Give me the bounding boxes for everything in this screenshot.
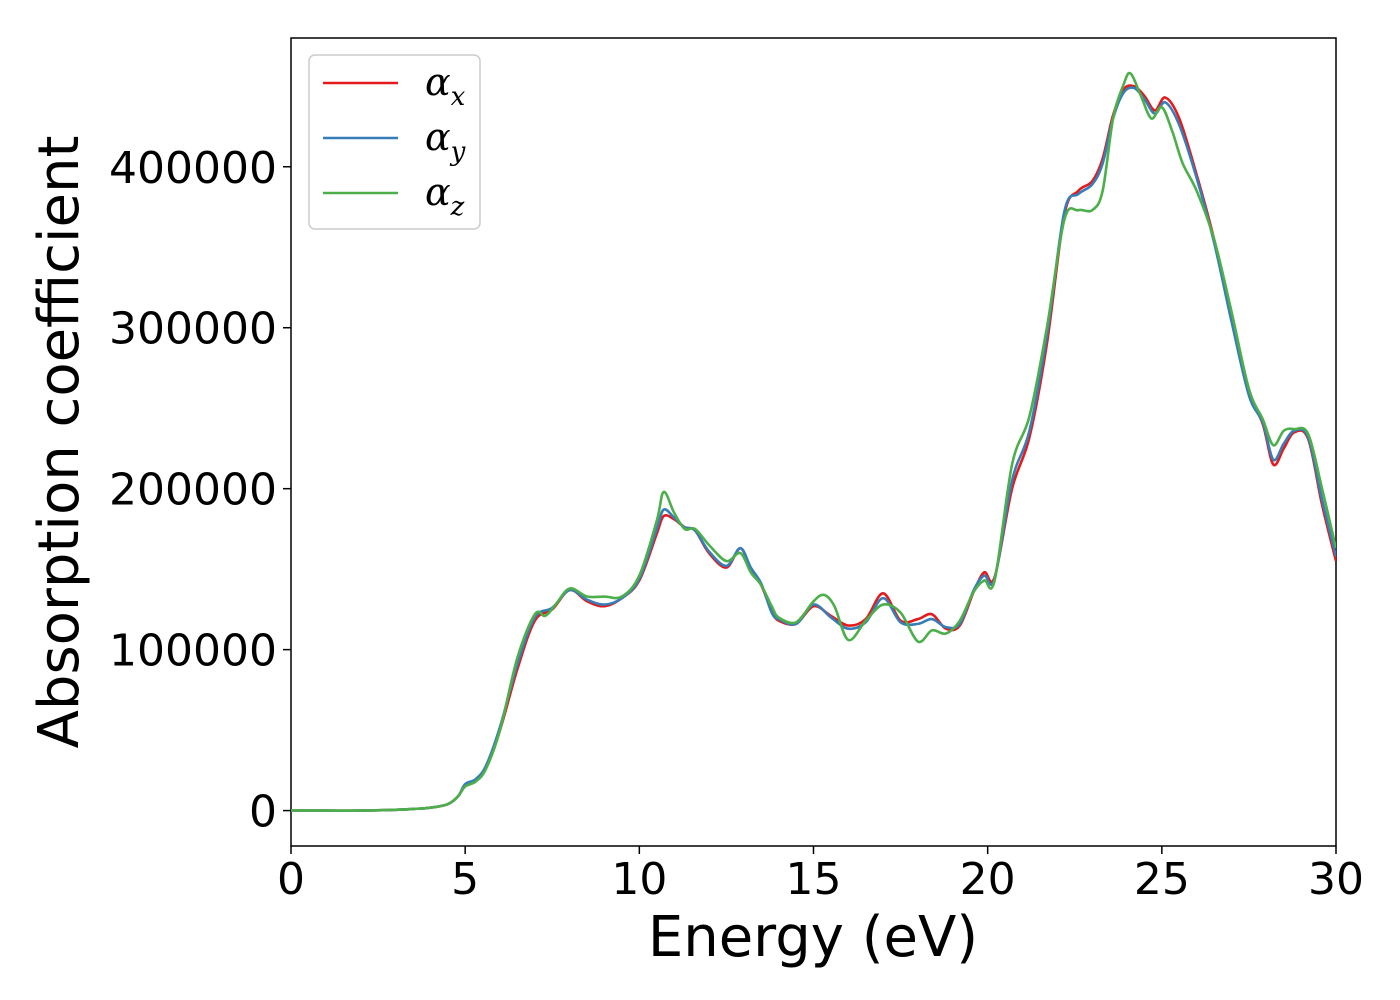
- x-axis-ticks: 0 5 10 15 20 25 30: [277, 846, 1364, 905]
- series-line-x: [291, 84, 1336, 812]
- legend-label-y: αy: [425, 115, 466, 167]
- y-axis-ticks: 0 100000 200000 300000 400000: [109, 143, 291, 838]
- x-tick-label: 30: [1308, 854, 1364, 905]
- y-tick-label: 400000: [109, 143, 277, 194]
- series-line-y: [291, 86, 1336, 812]
- x-axis-label: Energy (eV): [648, 905, 978, 970]
- legend-label-z: αz: [425, 170, 465, 222]
- x-tick-label: 25: [1134, 854, 1190, 905]
- x-tick-label: 10: [611, 854, 667, 905]
- series-line-z: [291, 71, 1336, 812]
- legend-box: [308, 54, 481, 230]
- x-tick-label: 20: [960, 854, 1016, 905]
- y-tick-label: 100000: [109, 626, 277, 677]
- legend-label-x: αx: [425, 60, 466, 112]
- x-tick-label: 0: [277, 854, 305, 905]
- series-layer: [291, 71, 1336, 812]
- y-tick-label: 300000: [109, 304, 277, 355]
- x-tick-label: 5: [451, 854, 479, 905]
- y-tick-label: 200000: [109, 465, 277, 516]
- y-tick-label: 0: [249, 787, 277, 838]
- x-tick-label: 15: [786, 854, 842, 905]
- y-axis-label: Absorption coefficient: [27, 136, 92, 749]
